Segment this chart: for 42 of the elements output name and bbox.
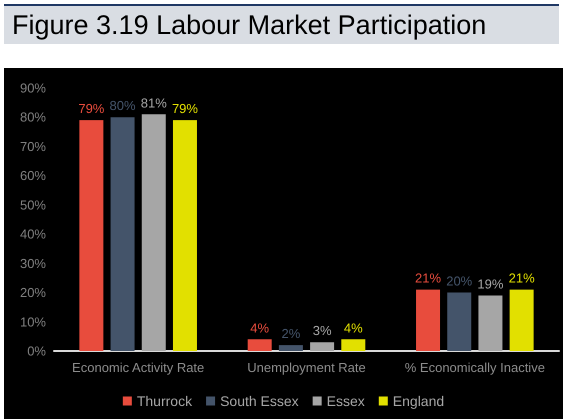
legend-label: South Essex	[220, 393, 299, 409]
data-label: 79%	[172, 101, 198, 116]
bar	[310, 342, 334, 351]
data-label: 4%	[344, 320, 364, 336]
bar	[172, 120, 197, 351]
x-tick-label: % Economically Inactive	[404, 360, 545, 375]
data-label: 20%	[446, 274, 473, 289]
legend-label: Thurrock	[136, 393, 194, 409]
y-tick-label: 0%	[27, 344, 46, 358]
legend-label: Essex	[326, 393, 365, 409]
data-label: 2%	[282, 326, 301, 342]
data-label: 80%	[110, 98, 136, 114]
y-tick-label: 60%	[20, 168, 46, 184]
data-label: 4%	[250, 320, 270, 336]
y-tick-label: 10%	[20, 314, 46, 330]
bar	[478, 295, 502, 351]
bar	[278, 345, 303, 351]
y-tick-label: 50%	[20, 197, 46, 212]
y-tick-label: 20%	[20, 285, 46, 300]
data-label: 79%	[78, 101, 105, 116]
data-label: 21%	[508, 270, 536, 286]
data-label: 3%	[312, 323, 332, 338]
bar	[510, 290, 534, 351]
x-tick-label: Economic Activity Rate	[72, 360, 204, 375]
y-tick-label: 30%	[20, 256, 46, 271]
bar	[142, 114, 166, 351]
bar	[248, 339, 272, 351]
y-tick-label: 90%	[20, 80, 46, 96]
data-label: 81%	[140, 95, 168, 110]
legend-label: England	[392, 393, 444, 409]
bar	[447, 292, 472, 351]
y-tick-label: 70%	[20, 138, 46, 154]
bar	[341, 339, 366, 351]
x-tick-label: Unemployment Rate	[247, 360, 366, 375]
data-label: 19%	[477, 276, 504, 292]
bar	[416, 290, 440, 351]
y-tick-label: 40%	[20, 226, 46, 242]
data-label: 21%	[415, 270, 442, 286]
y-tick-label: 80%	[20, 110, 46, 125]
bar	[110, 117, 135, 351]
chart-title: Figure 3.19 Labour Market Participation	[4, 4, 559, 44]
bar	[79, 120, 104, 351]
